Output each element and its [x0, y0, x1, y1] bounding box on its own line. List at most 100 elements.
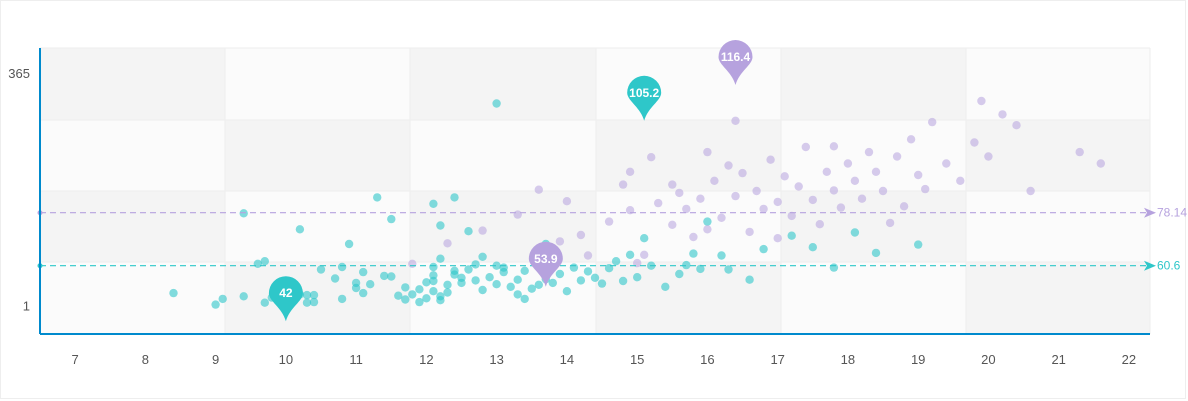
data-point [309, 297, 319, 307]
data-point [956, 176, 965, 185]
data-point [485, 273, 494, 282]
data-point [759, 204, 768, 214]
data-point [752, 186, 761, 196]
data-point [611, 257, 621, 266]
value-marker: 105.2 [627, 75, 662, 121]
data-point [351, 283, 361, 293]
data-point [703, 217, 712, 226]
data-point [436, 292, 445, 301]
data-point [471, 276, 480, 285]
data-point [780, 172, 789, 181]
grid-band [781, 262, 966, 334]
grid-bands [40, 48, 1150, 334]
data-point [871, 248, 881, 258]
x-tick-label: 18 [841, 352, 855, 367]
grid-band [40, 191, 225, 262]
data-point [359, 267, 368, 277]
data-point [478, 285, 487, 295]
value-marker-label: 53.9 [534, 252, 558, 266]
data-point [906, 135, 916, 144]
data-point [829, 263, 839, 272]
data-point [211, 300, 220, 309]
data-point [309, 290, 319, 300]
data-point [1075, 147, 1084, 157]
grid-band [781, 120, 966, 191]
data-point [766, 155, 775, 164]
data-point [359, 288, 368, 298]
data-point [260, 298, 269, 307]
value-marker-label: 42 [279, 286, 293, 300]
data-point [344, 239, 354, 249]
data-point [675, 188, 684, 198]
data-point [302, 290, 312, 300]
data-point [710, 176, 719, 185]
data-point [534, 280, 543, 289]
reference-line-arrow [1144, 260, 1156, 271]
x-tick-label: 12 [419, 352, 433, 367]
data-point [689, 232, 698, 242]
data-point [239, 292, 248, 301]
data-point [724, 161, 733, 170]
x-tick-label: 16 [700, 352, 714, 367]
data-point [330, 274, 340, 283]
data-point [682, 204, 691, 214]
data-point [921, 184, 930, 194]
data-point [668, 180, 677, 189]
data-point [787, 231, 796, 240]
value-marker: 53.9 [528, 241, 563, 287]
data-point [408, 290, 417, 299]
value-marker-label: 116.4 [721, 50, 751, 64]
data-point [928, 117, 937, 127]
data-point [892, 152, 902, 161]
data-point [506, 282, 515, 291]
data-point [492, 261, 501, 270]
data-point [850, 228, 860, 237]
data-point [640, 250, 649, 259]
x-tick-label: 19 [911, 352, 925, 367]
grid-band [596, 191, 781, 262]
data-point [843, 159, 853, 168]
data-point [808, 243, 817, 252]
data-point [380, 271, 389, 281]
data-point [759, 244, 768, 254]
data-point [422, 278, 431, 287]
tick-labels: 7 8 9 10 11 12 13 14 15 16 17 18 19 20 21 22 1 365 [8, 66, 1136, 367]
data-point [436, 254, 445, 263]
data-point [302, 298, 312, 307]
data-point [984, 152, 993, 161]
data-point [478, 252, 487, 261]
data-point [871, 167, 881, 176]
reference-line-label: 78.14 [1157, 206, 1187, 220]
grid-band [966, 120, 1150, 191]
grid-band [225, 262, 410, 334]
data-point [218, 294, 227, 304]
value-marker-label: 105.2 [629, 86, 659, 100]
data-point [415, 297, 424, 307]
data-point [443, 280, 452, 289]
data-point [583, 251, 593, 260]
data-point [815, 220, 824, 229]
data-point [661, 282, 670, 291]
value-marker: 42 [268, 276, 303, 322]
data-point [787, 211, 796, 221]
grid-band [596, 48, 781, 120]
data-point [527, 284, 536, 293]
data-point [562, 287, 572, 296]
value-marker-pin [627, 75, 662, 121]
data-point [822, 167, 831, 176]
data-point [555, 269, 565, 279]
data-point [724, 265, 733, 274]
data-point [668, 220, 677, 229]
grid-band [966, 48, 1150, 120]
data-point [696, 194, 705, 203]
data-point [794, 182, 803, 191]
data-point [878, 186, 888, 196]
data-point [478, 226, 487, 235]
grid-band [781, 48, 966, 120]
data-point [295, 225, 305, 234]
data-point [534, 185, 543, 194]
data-point [464, 227, 473, 236]
data-point [745, 275, 754, 284]
data-point [689, 249, 698, 258]
